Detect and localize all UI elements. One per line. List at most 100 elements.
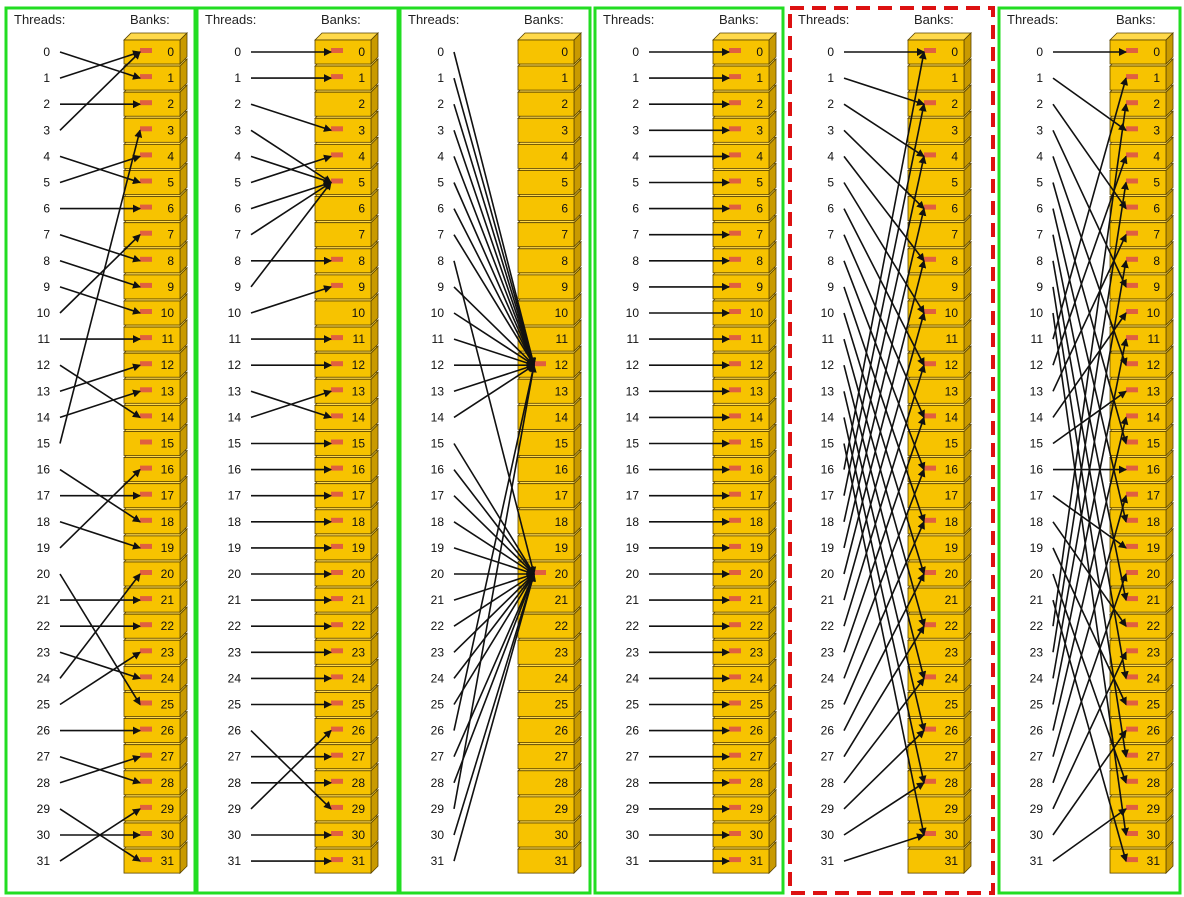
- bank-access-marker: [1126, 804, 1138, 810]
- bank-label: 6: [951, 202, 958, 216]
- bank-access-marker: [140, 543, 152, 549]
- bank-access-marker: [140, 230, 152, 236]
- thread-20-to-bank-8-arrow: [843, 259, 927, 575]
- thread-label: 5: [43, 176, 50, 190]
- bank-label: 26: [750, 724, 764, 738]
- bank-0: 0: [314, 32, 379, 65]
- bank-label: 8: [1153, 254, 1160, 268]
- bank-label: 9: [756, 280, 763, 294]
- thread-label: 20: [431, 567, 445, 581]
- bank-label: 27: [1147, 750, 1161, 764]
- bank-label: 30: [945, 828, 959, 842]
- thread-15-to-bank-30-arrow: [843, 443, 927, 836]
- thread-11-to-bank-12-arrow: [453, 338, 535, 367]
- bank-access-marker: [729, 857, 741, 863]
- thread-label: 1: [437, 71, 444, 85]
- bank-label: 18: [555, 515, 569, 529]
- thread-11-to-bank-22-arrow: [843, 338, 926, 628]
- bank-label: 24: [555, 671, 569, 685]
- thread-29-to-bank-23-arrow: [1052, 651, 1127, 810]
- bank-access-marker: [140, 674, 152, 680]
- bank-label: 19: [352, 541, 366, 555]
- bank-access-marker: [924, 413, 936, 419]
- thread-label: 3: [234, 123, 241, 137]
- thread-label: 27: [821, 750, 835, 764]
- bank-label: 22: [750, 619, 764, 633]
- thread-1-to-bank-0-arrow: [59, 50, 141, 79]
- thread-label: 8: [43, 254, 50, 268]
- bank-access-marker: [140, 648, 152, 654]
- bank-label: 15: [352, 437, 366, 451]
- bank-label: 8: [561, 254, 568, 268]
- thread-14-to-bank-13-arrow: [250, 389, 332, 419]
- bank-access-marker: [924, 778, 936, 784]
- bank-access-marker: [1126, 570, 1138, 575]
- thread-7-to-bank-8-arrow: [59, 233, 141, 263]
- bank-label: 1: [358, 71, 365, 85]
- bank-access-marker: [331, 857, 343, 863]
- panel-6: Threads: Banks:31302928272625242322212019…: [997, 6, 1182, 895]
- thread-29-to-bank-12-arrow: [453, 364, 537, 810]
- bank-label: 25: [555, 698, 569, 712]
- bank-access-marker: [729, 778, 741, 784]
- thread-label: 15: [228, 437, 242, 451]
- bank-label: 11: [556, 332, 569, 346]
- bank-access-marker: [331, 752, 343, 758]
- thread-15-to-bank-20-arrow: [453, 443, 535, 575]
- bank-label: 16: [352, 463, 366, 477]
- thread-label: 16: [431, 463, 445, 477]
- bank-label: 26: [161, 724, 175, 738]
- bank-access-marker: [1126, 622, 1138, 628]
- thread-31-to-bank-29-arrow: [1052, 808, 1127, 862]
- bank-access-marker: [729, 596, 741, 602]
- thread-label: 8: [827, 254, 834, 268]
- bank-column: 3130292827262524232221201918171615141312…: [712, 32, 777, 875]
- bank-label: 8: [756, 254, 763, 268]
- thread-column: 0123456789101112131415161718192021222324…: [1030, 45, 1044, 868]
- thread-label: 24: [626, 671, 640, 685]
- banks-header: Banks:: [1116, 12, 1156, 27]
- thread-10-to-bank-20-arrow: [843, 312, 926, 575]
- bank-access-marker: [1126, 387, 1138, 393]
- thread-label: 22: [821, 619, 835, 633]
- bank-0: 0: [1109, 32, 1174, 65]
- thread-label: 5: [437, 176, 444, 190]
- thread-label: 21: [626, 593, 640, 607]
- thread-label: 8: [437, 254, 444, 268]
- thread-24-to-bank-16-arrow: [843, 468, 926, 679]
- panel-border: [4, 6, 197, 895]
- thread-31-to-bank-30-arrow: [843, 833, 925, 862]
- thread-label: 4: [43, 149, 50, 163]
- bank-label: 28: [945, 776, 959, 790]
- thread-label: 19: [431, 541, 445, 555]
- bank-label: 18: [161, 515, 175, 529]
- banks-header: Banks:: [130, 12, 170, 27]
- thread-label: 23: [37, 645, 51, 659]
- bank-label: 28: [555, 776, 569, 790]
- thread-label: 13: [626, 384, 640, 398]
- thread-label: 21: [1030, 593, 1044, 607]
- bank-access-marker: [729, 700, 741, 706]
- thread-label: 3: [632, 123, 639, 137]
- bank-access-marker: [924, 100, 936, 106]
- panel-4: Threads: Banks:31302928272625242322212019…: [593, 6, 785, 895]
- bank-access-marker: [1126, 648, 1138, 654]
- bank-label: 14: [750, 410, 764, 424]
- bank-label: 26: [945, 724, 959, 738]
- thread-label: 10: [431, 306, 445, 320]
- bank-label: 6: [358, 202, 365, 216]
- bank-access-marker: [140, 204, 152, 210]
- bank-label: 2: [561, 97, 568, 111]
- bank-access-marker: [140, 74, 152, 80]
- bank-label: 20: [945, 567, 959, 581]
- bank-access-marker: [1126, 752, 1138, 758]
- thread-15-to-bank-3-arrow: [59, 129, 143, 444]
- bank-access-marker: [729, 804, 741, 810]
- bank-access-marker: [534, 570, 546, 575]
- bank-label: 31: [1147, 854, 1161, 868]
- thread-label: 22: [431, 619, 445, 633]
- bank-label: 17: [352, 489, 366, 503]
- bank-label: 3: [358, 123, 365, 137]
- threads-header: Threads:: [408, 12, 459, 27]
- thread-26-to-bank-14-arrow: [1052, 416, 1129, 731]
